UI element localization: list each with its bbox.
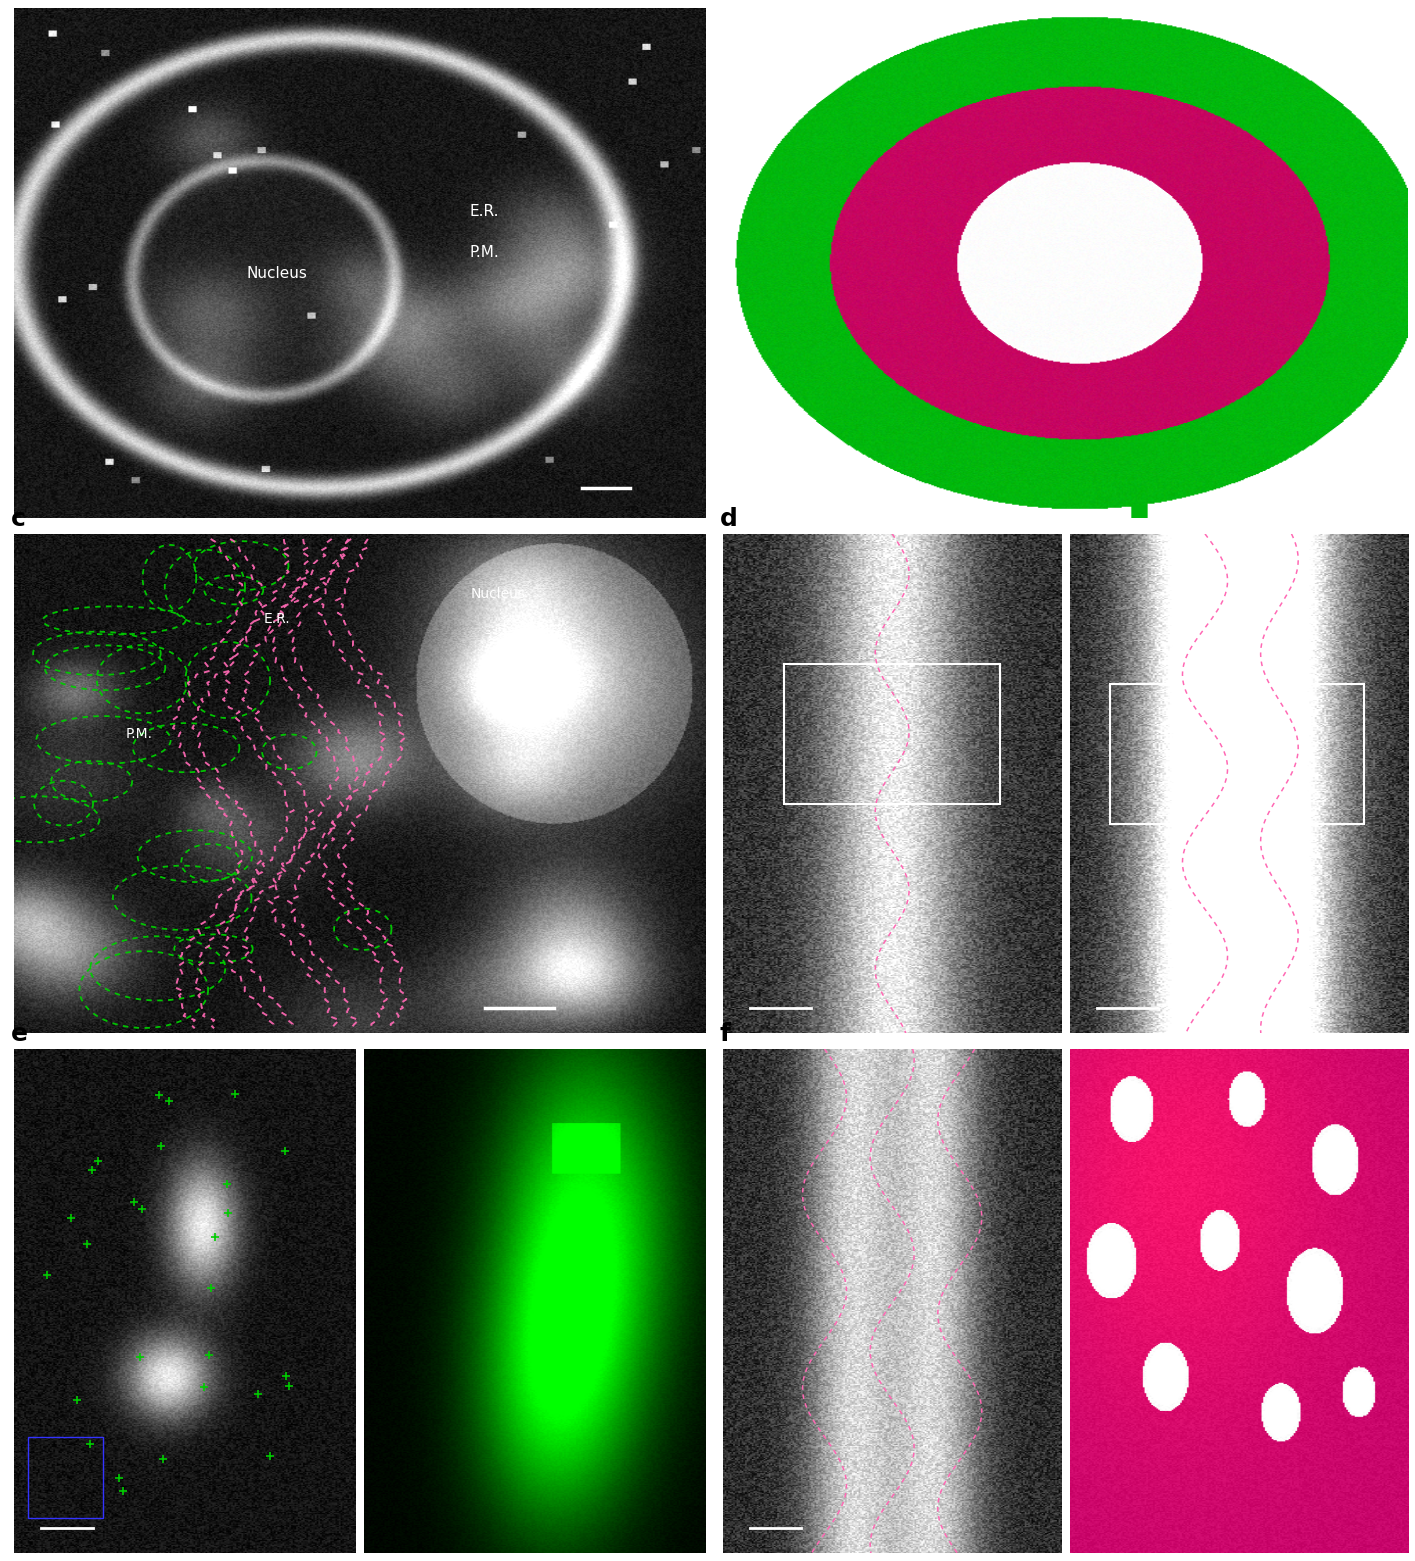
Bar	[28, 1438, 103, 1517]
Text: E.R.: E.R.	[263, 612, 290, 626]
Text: E.R.: E.R.	[470, 204, 499, 220]
Text: Nucleus: Nucleus	[246, 265, 307, 281]
Bar	[1111, 684, 1364, 824]
Text: Nucleus: Nucleus	[471, 587, 526, 601]
Bar	[784, 663, 1000, 804]
Text: c: c	[11, 507, 25, 531]
Text: P.M.: P.M.	[470, 245, 499, 261]
Text: e: e	[11, 1022, 28, 1046]
Text: b: b	[720, 0, 737, 5]
Text: a: a	[11, 0, 28, 5]
Text: P.M.: P.M.	[125, 727, 153, 740]
Text: f: f	[720, 1022, 730, 1046]
Text: d: d	[720, 507, 737, 531]
